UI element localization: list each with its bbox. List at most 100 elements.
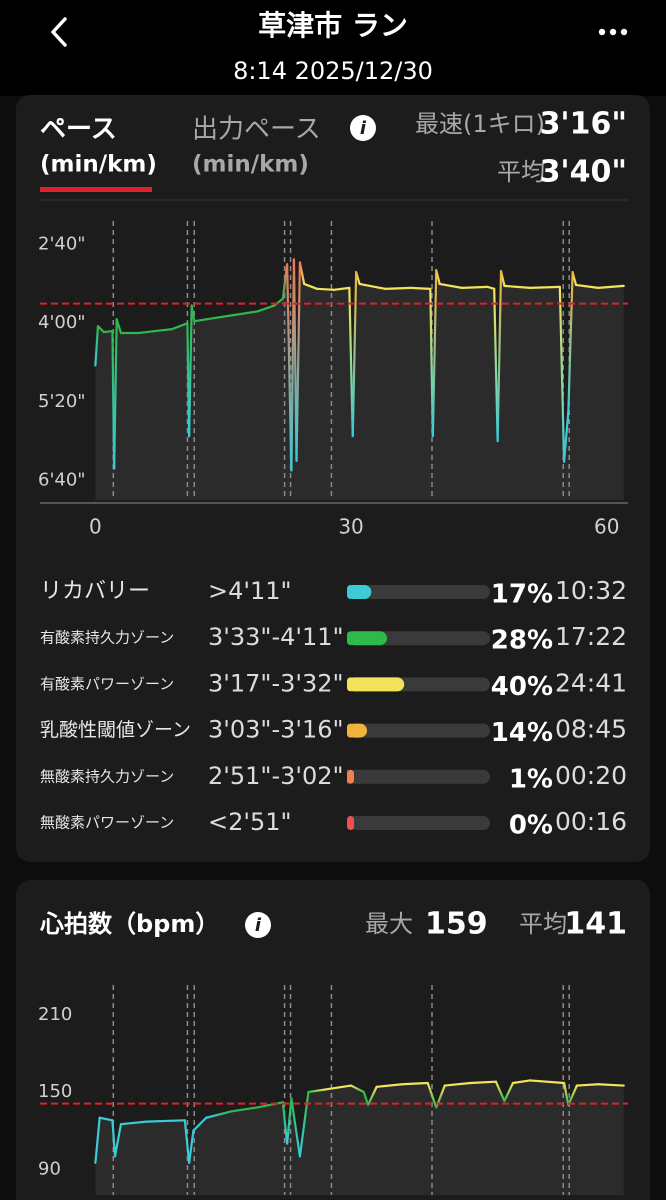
- dot: [598, 28, 606, 36]
- line-segment: [562, 410, 570, 463]
- line-segment: [183, 1119, 191, 1164]
- line-segment: [426, 1081, 438, 1109]
- line-segment: [205, 314, 233, 321]
- line-segment: [193, 318, 208, 323]
- average-value: 141: [564, 907, 627, 942]
- zone-bar-cap: [347, 769, 354, 784]
- zone-track: [347, 585, 490, 599]
- zone-name: リカバリー: [40, 579, 150, 604]
- zone-time: 10:32: [555, 576, 627, 605]
- y-tick-label: 5'20": [38, 391, 86, 412]
- line-segment: [575, 1083, 600, 1087]
- tab-title: ペース: [40, 115, 117, 145]
- line-segment: [230, 1106, 259, 1113]
- zone-bar: [347, 631, 388, 646]
- zone-range: 3'17"-3'32": [208, 669, 344, 697]
- line-segment: [409, 286, 432, 290]
- zone-name: 無酸素持久力ゾーン: [40, 767, 174, 785]
- line-segment: [597, 1083, 625, 1087]
- zone-name: 有酸素パワーゾーン: [40, 675, 174, 693]
- zone-name: 乳酸性閾値ゾーン: [40, 719, 191, 741]
- line-segment: [303, 282, 319, 290]
- header-subtitle: 8:14 2025/12/30: [233, 57, 433, 85]
- line-segment: [230, 310, 259, 317]
- zone-range: 2'51"-3'02": [208, 762, 344, 790]
- hr-title: 心拍数（bpm）: [39, 910, 219, 938]
- fastest-label: 最速(1キロ): [415, 110, 545, 138]
- max-value: 159: [425, 907, 488, 942]
- zone-time: 24:41: [555, 668, 627, 697]
- info-circle: [350, 115, 376, 141]
- line-segment: [111, 1119, 117, 1158]
- line-segment: [119, 1120, 148, 1126]
- y-tick-label: 4'00": [38, 312, 86, 333]
- line-segment: [349, 1084, 365, 1094]
- zone-bar-cap: [347, 723, 354, 738]
- line-segment: [597, 284, 625, 289]
- y-tick-label: 150: [38, 1081, 72, 1102]
- zone-range: >4'11": [208, 577, 292, 605]
- info-glyph: i: [255, 915, 262, 936]
- line-segment: [115, 318, 123, 335]
- line-segment: [190, 304, 196, 323]
- line-segment: [153, 328, 174, 333]
- dot: [620, 28, 628, 36]
- info-icon[interactable]: i: [245, 912, 271, 938]
- line-segment: [355, 271, 361, 286]
- y-tick-label: 6'40": [38, 469, 86, 490]
- zone-percent: 17%: [491, 580, 553, 610]
- line-segment: [358, 282, 387, 290]
- y-tick-label: 210: [38, 1004, 72, 1025]
- line-segment: [384, 286, 412, 290]
- zone-range: <2'51": [208, 808, 292, 836]
- zone-time: 00:20: [555, 761, 627, 790]
- zone-time: 00:16: [555, 807, 627, 836]
- info-circle: [245, 912, 271, 938]
- average-label: 平均: [519, 910, 567, 938]
- line-segment: [113, 1123, 123, 1158]
- line-segment: [286, 1097, 293, 1145]
- zone-bar: [347, 677, 405, 692]
- line-segment: [281, 1101, 289, 1145]
- line-segment: [401, 1081, 429, 1086]
- info-icon[interactable]: i: [350, 115, 376, 141]
- line-segment: [94, 325, 100, 367]
- zone-percent: 1%: [509, 764, 553, 794]
- more-button[interactable]: [598, 28, 628, 36]
- line-segment: [256, 1101, 284, 1109]
- line-segment: [145, 1119, 186, 1123]
- line-segment: [528, 1079, 566, 1085]
- line-segment: [431, 269, 438, 438]
- average-value: 3'40": [540, 155, 627, 190]
- line-segment: [571, 271, 578, 287]
- line-segment: [567, 1084, 578, 1106]
- line-segment: [102, 329, 114, 334]
- x-tick-label: 60: [594, 515, 619, 539]
- line-segment: [286, 263, 293, 472]
- zone-bar-cap: [347, 677, 354, 692]
- zone-percent: 40%: [491, 672, 553, 702]
- back-button[interactable]: [51, 17, 67, 47]
- line-segment: [136, 329, 157, 335]
- line-segment: [494, 1080, 506, 1103]
- zone-percent: 28%: [491, 626, 553, 656]
- line-segment: [96, 325, 106, 334]
- header-bar: [0, 0, 666, 96]
- y-tick-label: 2'40": [38, 234, 86, 255]
- tab-unit: (min/km): [192, 152, 309, 178]
- line-segment: [94, 1116, 101, 1164]
- line-segment: [558, 285, 566, 463]
- line-segment: [332, 286, 351, 291]
- zone-time: 08:45: [555, 715, 627, 744]
- line-segment: [98, 1116, 114, 1122]
- zone-range: 3'03"-3'16": [208, 716, 344, 744]
- y-tick-label: 90: [38, 1158, 61, 1179]
- line-segment: [435, 269, 441, 286]
- x-tick-label: 30: [338, 515, 363, 539]
- line-segment: [438, 282, 463, 289]
- line-segment: [351, 271, 358, 438]
- line-segment: [460, 285, 489, 289]
